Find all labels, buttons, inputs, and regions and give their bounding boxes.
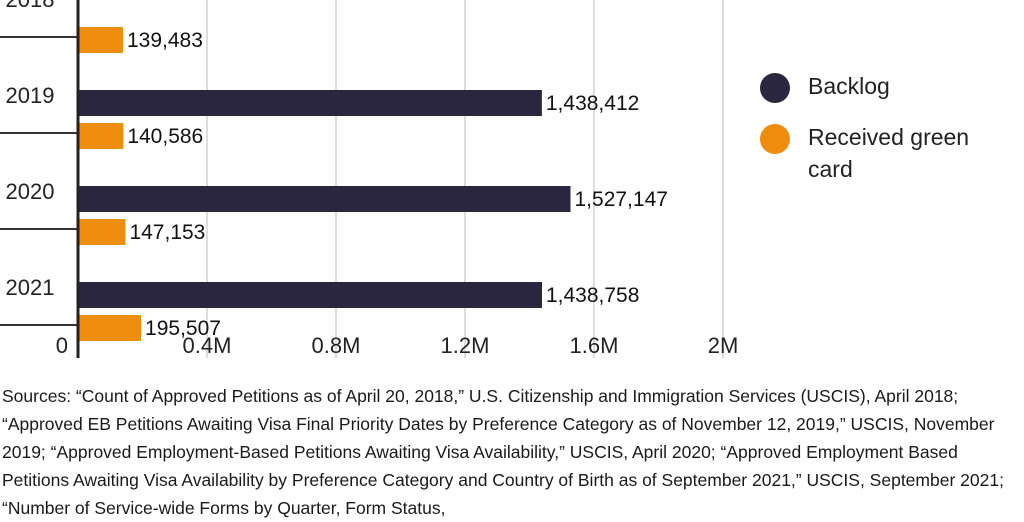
data-label-received-2018: 139,483 [127,29,203,52]
bar-backlog-2020 [78,186,571,212]
axes [0,0,80,358]
bar-received-2018 [78,27,123,53]
category-label-2018: 2018 [6,0,55,12]
x-tick-label-0: 0 [56,333,68,358]
x-tick-label-2: 0.8M [312,333,361,358]
data-label-backlog-2019: 1,438,412 [546,92,639,115]
data-label-backlog-2021: 1,438,758 [546,284,639,307]
category-label-2019: 2019 [6,83,55,108]
legend-swatch-received-green-card [760,124,790,154]
bars [78,27,571,341]
labels: 0 0.4M 0.8M 1.2M 1.6M 2M 2018 2019 2020 2021 1,438… [6,0,739,358]
data-label-received-2021: 195,507 [145,317,221,340]
x-tick-label-5: 2M [708,333,739,358]
legend-item-received-green-card: Received green card [760,121,1010,185]
legend-label-received-green-card: Received green card [808,124,970,182]
legend-label-backlog: Backlog [808,73,890,99]
bar-received-2020 [78,219,126,245]
bar-chart: 0 0.4M 0.8M 1.2M 1.6M 2M 2018 2019 2020 2021 1,438… [0,0,739,358]
bar-received-2019 [78,123,124,149]
category-label-2021: 2021 [6,275,55,300]
bar-backlog-2019 [78,90,542,116]
legend-swatch-backlog [760,73,790,103]
bar-backlog-2021 [78,282,542,308]
data-label-received-2020: 147,153 [129,221,205,244]
x-tick-label-4: 1.6M [570,333,619,358]
data-label-received-2019: 140,586 [127,125,203,148]
legend: Backlog Received green card [760,70,1010,203]
data-label-backlog-2020: 1,527,147 [575,188,668,211]
sources-note: Sources: “Count of Approved Petitions as… [2,386,1004,518]
x-tick-label-1: 0.4M [183,333,232,358]
legend-item-backlog: Backlog [760,70,1010,103]
category-label-2020: 2020 [6,179,55,204]
bar-received-2021 [78,315,142,341]
x-tick-label-3: 1.2M [441,333,490,358]
